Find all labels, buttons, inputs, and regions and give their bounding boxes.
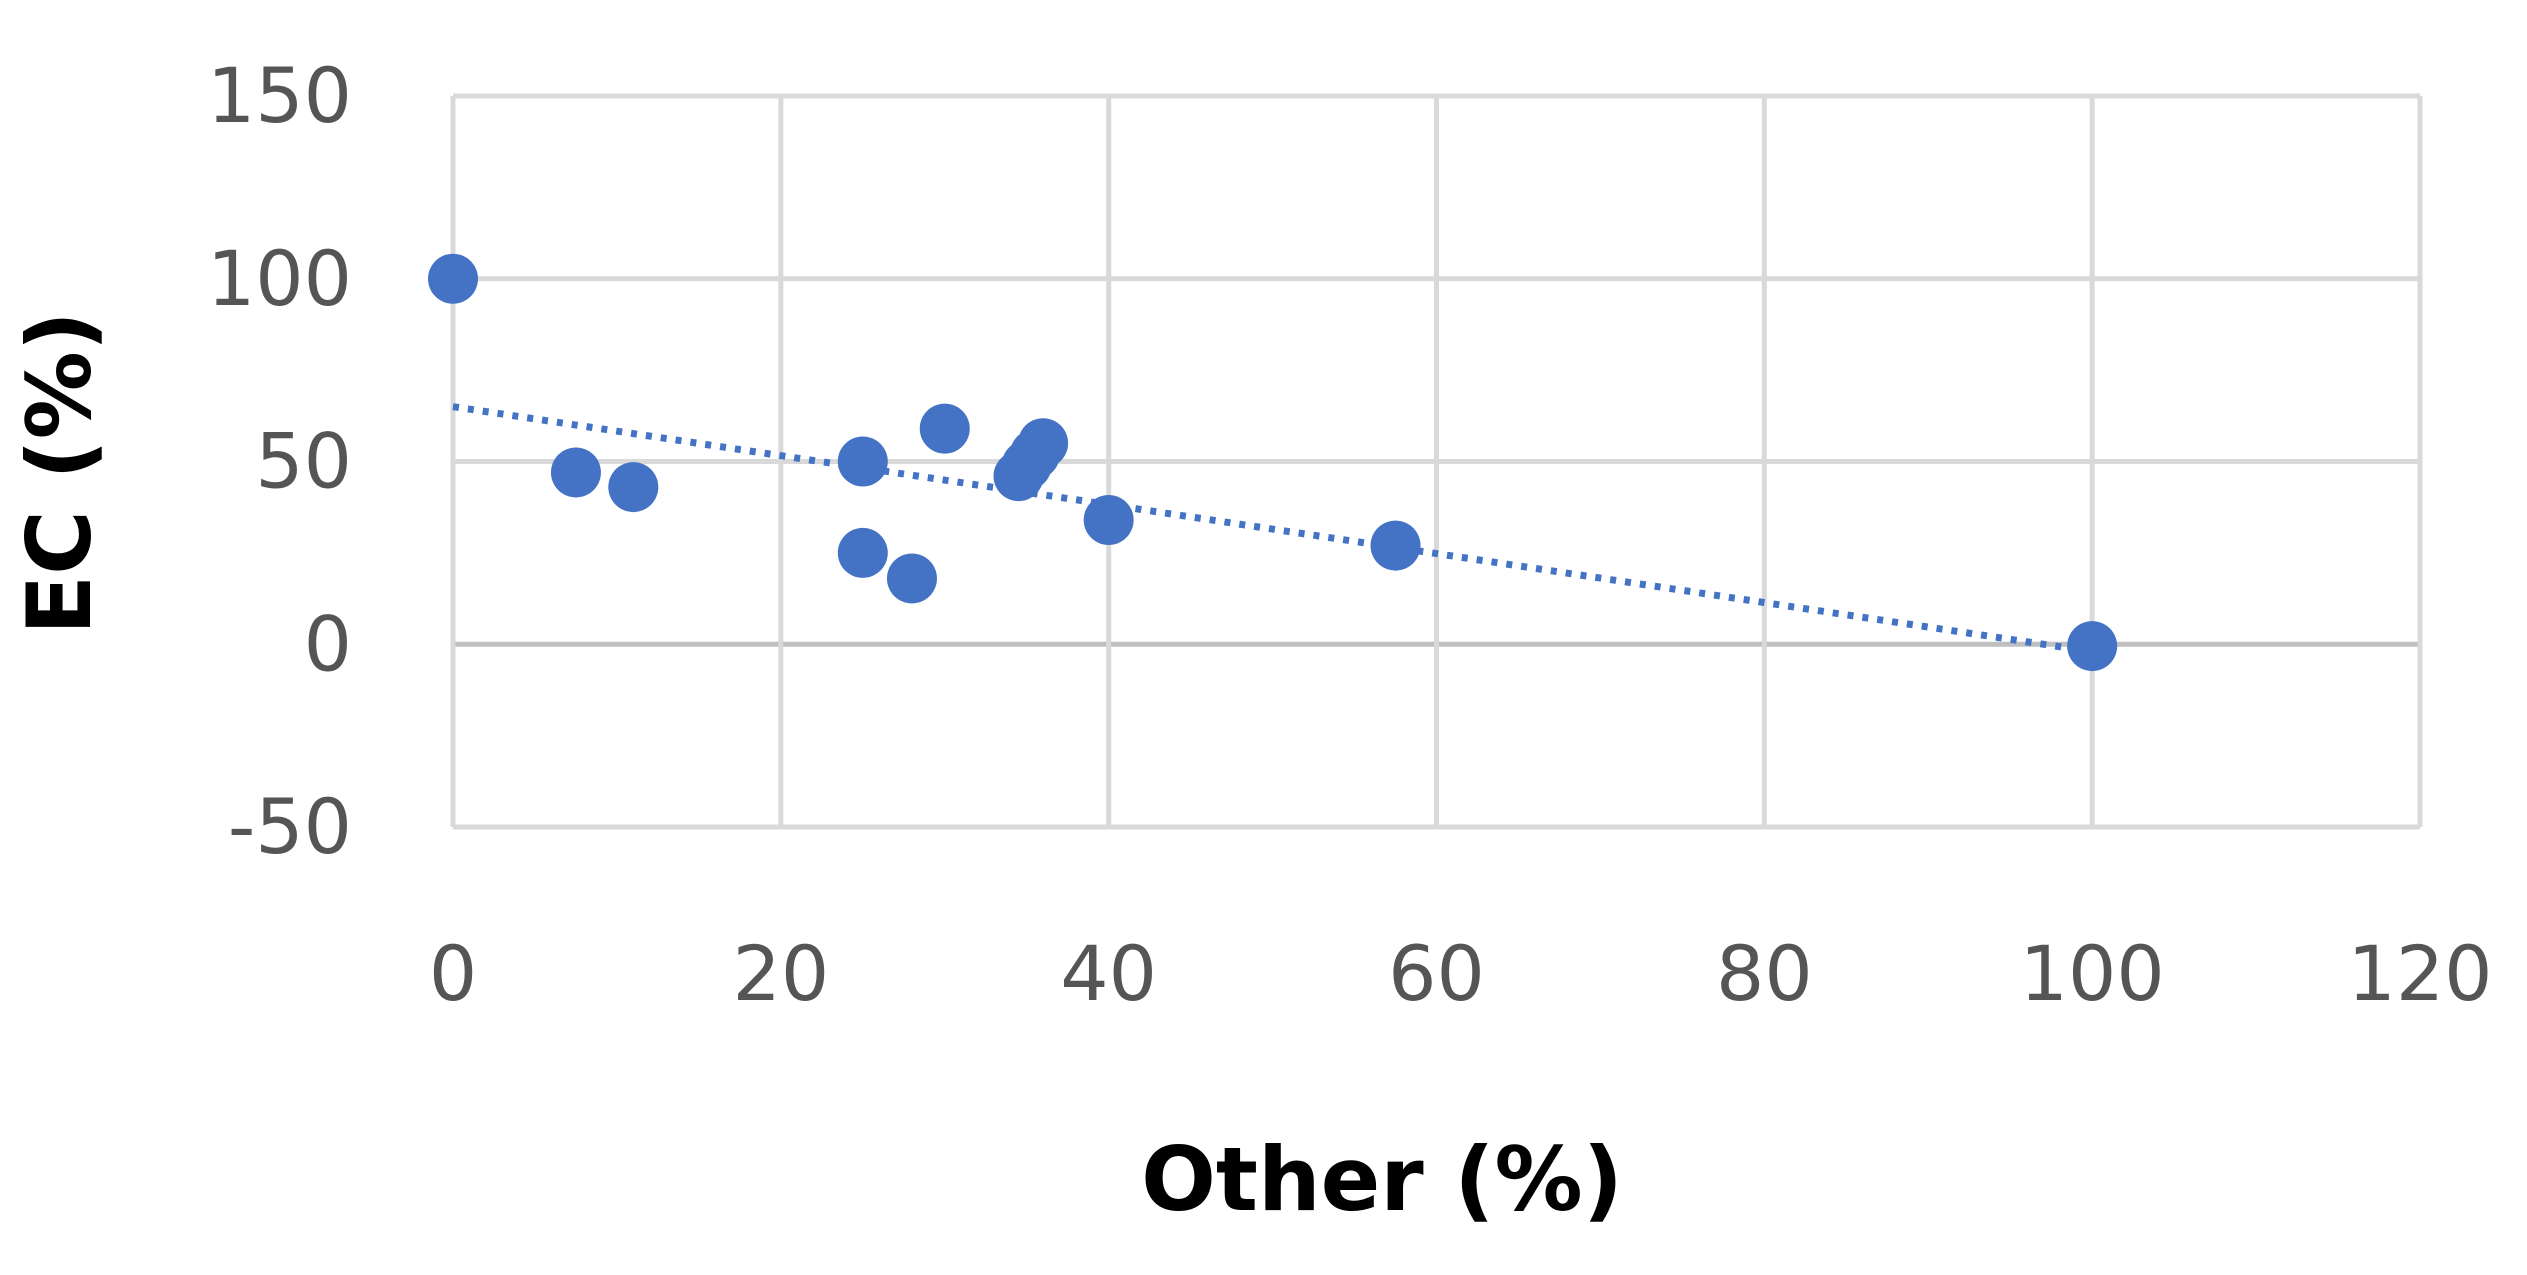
data-point bbox=[428, 253, 478, 304]
x-axis-title: Other (%) bbox=[1141, 1128, 1623, 1231]
y-tick-label: 50 bbox=[255, 417, 352, 506]
data-point bbox=[1083, 494, 1134, 545]
x-axis-tick-labels: 0 20 40 60 80 100 120 bbox=[429, 929, 2493, 1018]
data-point bbox=[1370, 520, 1421, 571]
x-tick-label: 40 bbox=[1060, 929, 1157, 1018]
x-tick-label: 20 bbox=[732, 929, 829, 1018]
x-tick-label: 80 bbox=[1716, 929, 1813, 1018]
y-tick-label: -50 bbox=[228, 782, 352, 871]
data-point bbox=[550, 447, 601, 498]
data-point bbox=[919, 403, 970, 454]
x-tick-label: 100 bbox=[2020, 929, 2165, 1018]
data-point bbox=[886, 553, 937, 604]
data-point bbox=[837, 436, 888, 487]
data-point bbox=[2067, 621, 2118, 672]
x-tick-label: 60 bbox=[1388, 929, 1485, 1018]
plot-area bbox=[428, 93, 2423, 830]
y-axis-title: EC (%) bbox=[8, 311, 111, 635]
data-point bbox=[1018, 418, 1069, 469]
y-tick-label: 100 bbox=[207, 234, 352, 323]
x-tick-label: 0 bbox=[429, 929, 477, 1018]
data-point bbox=[837, 527, 888, 578]
trendline bbox=[452, 403, 2093, 656]
x-tick-label: 120 bbox=[2347, 929, 2492, 1018]
y-axis-tick-labels: 150 100 50 0 -50 bbox=[207, 51, 352, 871]
y-tick-label: 150 bbox=[207, 51, 352, 140]
y-tick-label: 0 bbox=[304, 599, 352, 688]
data-point bbox=[608, 462, 659, 513]
